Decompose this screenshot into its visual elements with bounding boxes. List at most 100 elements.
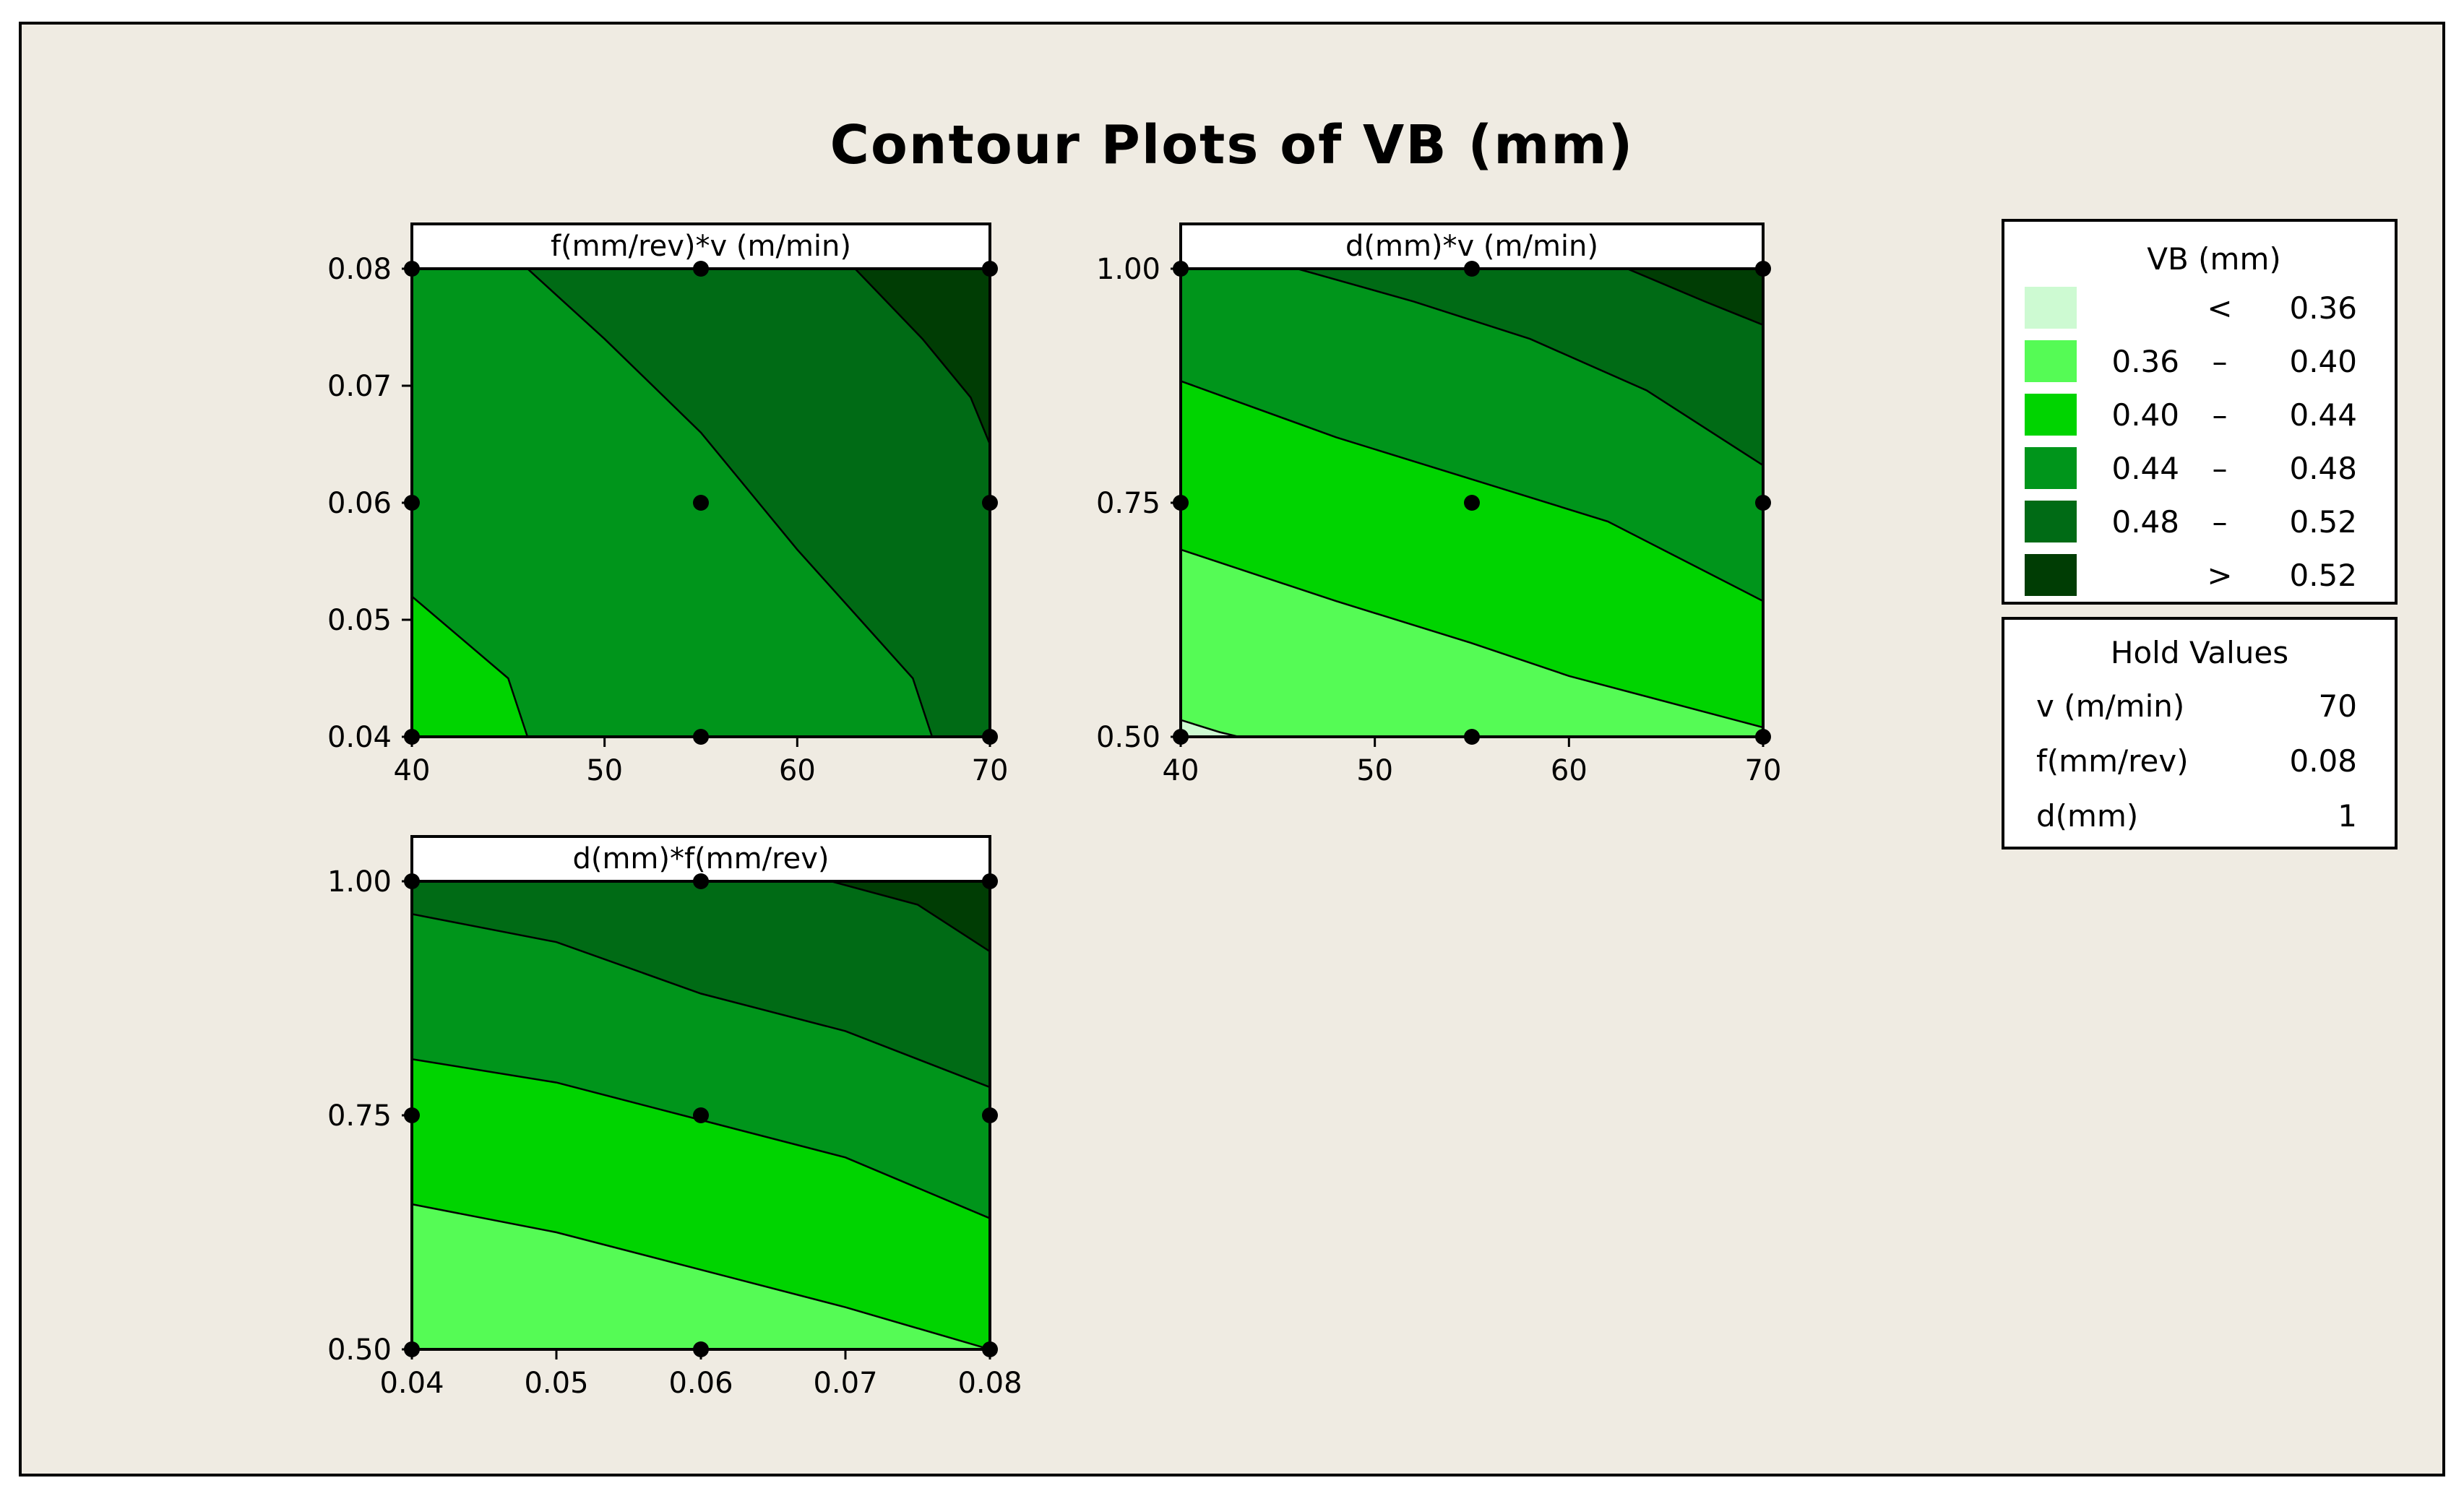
contour-region bbox=[1297, 269, 1763, 466]
design-point bbox=[693, 873, 709, 889]
y-tick-label: 0.08 bbox=[327, 253, 392, 286]
contour-region bbox=[1181, 381, 1763, 727]
legend-range-symbol: – bbox=[2213, 397, 2228, 433]
legend-range-low: 0.48 bbox=[2111, 504, 2179, 540]
legend-range-symbol: – bbox=[2213, 504, 2228, 540]
y-tick-label: 0.04 bbox=[327, 721, 392, 754]
legend: VB (mm)< 0.360.36–0.400.40–0.440.44–0.480… bbox=[2002, 219, 2398, 605]
hold-value-value: 1 bbox=[2338, 798, 2357, 834]
contour-line bbox=[854, 269, 990, 445]
y-tick-label: 0.75 bbox=[1096, 487, 1160, 520]
contour-region bbox=[831, 881, 990, 952]
x-tick-label: 0.08 bbox=[957, 1367, 1022, 1400]
x-tick-label: 0.04 bbox=[379, 1367, 444, 1400]
hold-value-name: d(mm) bbox=[2036, 798, 2138, 834]
y-tick-label: 0.50 bbox=[1096, 721, 1160, 754]
panel-title: d(mm)*f(mm/rev) bbox=[572, 842, 829, 875]
hold-value-value: 0.08 bbox=[2289, 743, 2357, 779]
x-tick-label: 70 bbox=[1745, 754, 1782, 787]
x-tick-label: 60 bbox=[1551, 754, 1588, 787]
legend-range-symbol: < bbox=[2207, 290, 2232, 326]
design-point bbox=[982, 873, 998, 889]
legend-range-high: 0.44 bbox=[2289, 397, 2357, 433]
hold-value-name: f(mm/rev) bbox=[2036, 743, 2189, 779]
contour-line bbox=[1296, 269, 1763, 467]
legend-range-symbol: – bbox=[2213, 344, 2228, 379]
x-tick-label: 0.05 bbox=[524, 1367, 588, 1400]
design-point bbox=[1464, 261, 1480, 277]
contour-regions bbox=[412, 881, 990, 1349]
y-tick-label: 0.50 bbox=[327, 1333, 392, 1367]
contour-region bbox=[412, 596, 527, 737]
panel-title: f(mm/rev)*v (m/min) bbox=[551, 230, 851, 263]
contour-region bbox=[1181, 269, 1763, 602]
chart-title: Contour Plots of VB (mm) bbox=[830, 114, 1634, 176]
design-point bbox=[1464, 729, 1480, 745]
legend-range-symbol: – bbox=[2213, 451, 2228, 486]
x-tick-label: 0.07 bbox=[813, 1367, 877, 1400]
legend-range-low: 0.40 bbox=[2111, 397, 2179, 433]
y-tick-label: 0.05 bbox=[327, 604, 392, 637]
y-tick-label: 0.75 bbox=[327, 1099, 392, 1133]
contour-regions bbox=[412, 269, 990, 737]
hold-values: Hold Values v (m/min) 70 f(mm/rev) 0.08 d(mm)… bbox=[2002, 617, 2398, 849]
x-tick-label: 0.06 bbox=[668, 1367, 733, 1400]
legend-swatch bbox=[2025, 554, 2077, 596]
design-point bbox=[982, 495, 998, 511]
legend-swatch bbox=[2025, 394, 2077, 436]
legend-swatch bbox=[2025, 501, 2077, 542]
x-tick-label: 70 bbox=[972, 754, 1009, 787]
hold-values-box bbox=[2002, 617, 2398, 849]
x-tick-label: 50 bbox=[586, 754, 623, 787]
legend-range-high: 0.52 bbox=[2289, 558, 2357, 593]
contour-region bbox=[855, 269, 990, 444]
design-point bbox=[1755, 495, 1771, 511]
legend-range-symbol: > bbox=[2207, 558, 2232, 593]
design-point bbox=[982, 261, 998, 277]
legend-range-high: 0.40 bbox=[2289, 344, 2357, 379]
design-point bbox=[1464, 495, 1480, 511]
contour-region bbox=[412, 1204, 990, 1349]
contour-panel: d(mm)*v (m/min) 40 50 60 70 0.50 0.75 1.00 bbox=[1096, 222, 1782, 787]
contour-panel: d(mm)*f(mm/rev) 0.04 0.05 0.06 0.07 0.08 0.50 0… bbox=[327, 835, 1022, 1400]
y-tick-label: 1.00 bbox=[327, 865, 392, 899]
hold-values-title: Hold Values bbox=[2111, 635, 2288, 670]
contour-regions bbox=[1181, 269, 1763, 737]
y-tick-label: 0.07 bbox=[327, 370, 392, 403]
contour-line bbox=[527, 269, 934, 737]
legend-title: VB (mm) bbox=[2147, 241, 2281, 277]
design-point bbox=[693, 261, 709, 277]
legend-swatch bbox=[2025, 447, 2077, 489]
contour-region bbox=[412, 881, 990, 1088]
contour-region bbox=[1181, 719, 1239, 737]
contour-line bbox=[830, 881, 990, 953]
legend-range-low: 0.44 bbox=[2111, 451, 2179, 486]
x-tick-label: 40 bbox=[394, 754, 431, 787]
contour-region bbox=[412, 914, 990, 1219]
contour-panel: f(mm/rev)*v (m/min) 40 50 60 70 0.04 0.05 0.06 0… bbox=[327, 222, 1009, 787]
legend-range-high: 0.48 bbox=[2289, 451, 2357, 486]
hold-value-value: 70 bbox=[2319, 688, 2357, 724]
y-tick-label: 1.00 bbox=[1096, 253, 1160, 286]
contour-line bbox=[412, 595, 529, 737]
legend-range-high: 0.52 bbox=[2289, 504, 2357, 540]
contour-line bbox=[412, 913, 990, 1089]
design-point bbox=[1755, 261, 1771, 277]
x-tick-label: 50 bbox=[1356, 754, 1393, 787]
x-tick-label: 60 bbox=[779, 754, 816, 787]
contour-line bbox=[1181, 548, 1763, 729]
contour-line bbox=[1181, 719, 1239, 737]
design-point bbox=[693, 495, 709, 511]
legend-range-low: 0.36 bbox=[2111, 344, 2179, 379]
panel-title: d(mm)*v (m/min) bbox=[1345, 230, 1598, 263]
legend-swatch bbox=[2025, 340, 2077, 382]
y-tick-label: 0.06 bbox=[327, 487, 392, 520]
design-point bbox=[693, 729, 709, 745]
legend-range-high: 0.36 bbox=[2289, 290, 2357, 326]
contour-line bbox=[412, 1203, 990, 1349]
x-tick-label: 40 bbox=[1163, 754, 1199, 787]
contour-line bbox=[1181, 380, 1763, 602]
legend-swatch bbox=[2025, 287, 2077, 329]
contour-line bbox=[1627, 269, 1763, 326]
